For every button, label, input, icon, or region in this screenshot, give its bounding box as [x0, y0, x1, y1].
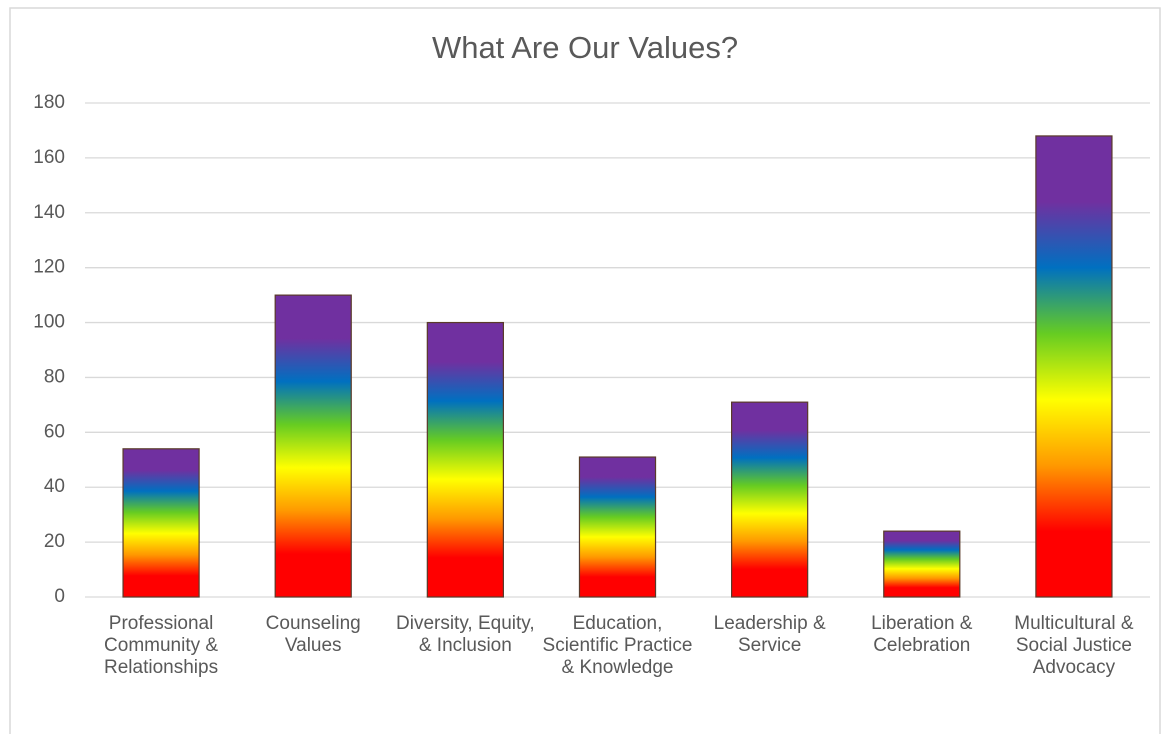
- y-tick-label: 60: [44, 421, 65, 442]
- y-tick-label: 20: [44, 531, 65, 552]
- x-tick-label: Counseling Values: [265, 613, 361, 656]
- bar: [578, 456, 657, 598]
- x-tick-label: Liberation & Celebration: [871, 613, 973, 656]
- bar: [274, 294, 352, 598]
- bar: [883, 530, 961, 598]
- chart-border: [9, 7, 1161, 734]
- y-tick-label: 0: [54, 586, 65, 607]
- x-tick-label: Leadership & Service: [713, 613, 826, 656]
- chart-title: What Are Our Values?: [432, 30, 738, 65]
- bar: [426, 321, 504, 598]
- bar: [731, 401, 809, 598]
- y-tick-label: 140: [33, 202, 65, 223]
- x-tick-label: Diversity, Equity, & Inclusion: [396, 613, 535, 656]
- y-tick-label: 120: [33, 257, 65, 278]
- y-tick-label: 80: [44, 366, 65, 387]
- y-tick-label: 100: [33, 312, 65, 333]
- x-tick-label: Professional Community & Relationships: [104, 613, 219, 678]
- y-tick-label: 160: [33, 147, 65, 168]
- bar: [122, 448, 200, 598]
- x-tick-label: Education, Scientific Practice & Knowled…: [542, 613, 693, 678]
- y-tick-label: 180: [33, 92, 65, 113]
- x-tick-label: Multicultural & Social Justice Advocacy: [1014, 613, 1134, 678]
- y-tick-label: 40: [44, 476, 65, 497]
- bar: [1035, 135, 1113, 598]
